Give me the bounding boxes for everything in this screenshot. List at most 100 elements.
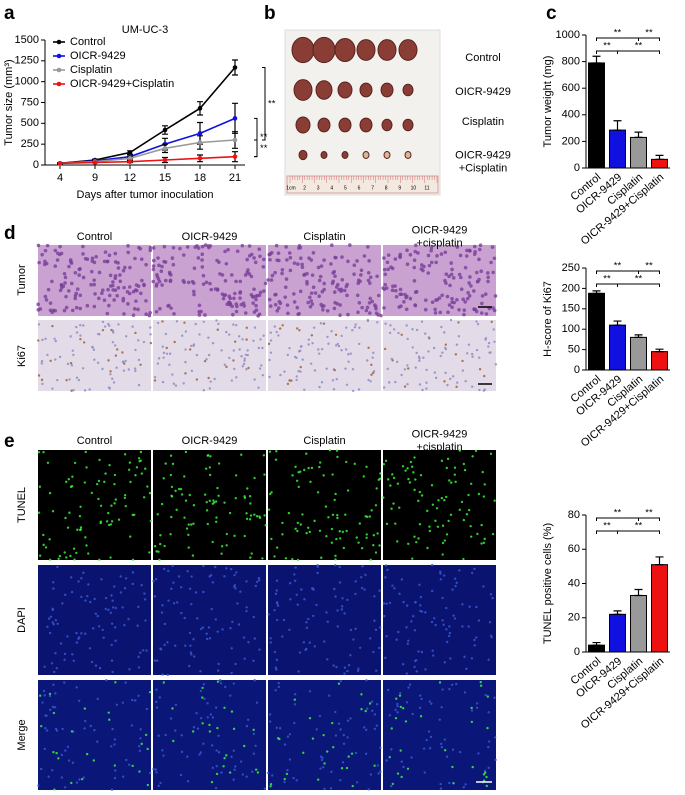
cell (413, 456, 416, 459)
cell (107, 253, 112, 258)
cell (479, 311, 484, 315)
legend-marker (56, 67, 62, 73)
error-bar (655, 154, 664, 160)
cell (375, 274, 379, 279)
cell (67, 477, 70, 481)
cell (410, 620, 413, 623)
cell (340, 349, 343, 352)
cell (327, 694, 331, 697)
cell (48, 538, 51, 541)
cell (217, 751, 221, 754)
cell (66, 362, 70, 366)
cell (320, 289, 325, 294)
cell (348, 243, 352, 247)
cell (207, 626, 211, 629)
cell (126, 244, 130, 248)
cell (134, 474, 137, 477)
cell (153, 659, 157, 662)
cell (245, 517, 249, 521)
cell (253, 679, 256, 682)
cell (188, 587, 192, 591)
cell (370, 299, 375, 304)
bar (651, 564, 668, 653)
cell (292, 261, 297, 265)
cell (164, 462, 167, 465)
cell (327, 516, 330, 519)
cell (337, 722, 341, 725)
cell (133, 256, 137, 261)
cell (69, 362, 73, 365)
cell (309, 480, 312, 484)
cell (467, 248, 472, 253)
significance-label: ** (603, 274, 611, 285)
cell (353, 462, 356, 466)
cell (358, 326, 361, 329)
cell (391, 782, 395, 786)
cell (340, 608, 344, 611)
cell (347, 663, 351, 667)
cell (334, 492, 337, 496)
cell (478, 388, 481, 392)
cell (134, 331, 137, 335)
cell (492, 328, 495, 331)
cell (235, 304, 239, 309)
cell (440, 745, 444, 749)
cell (53, 670, 56, 674)
ruler-label: 4 (330, 185, 333, 191)
cell (390, 727, 393, 730)
point (197, 106, 203, 111)
cell (336, 342, 340, 346)
cell (187, 533, 190, 537)
cell (68, 511, 71, 514)
cell (360, 707, 363, 711)
cell (299, 370, 302, 373)
cell (54, 358, 57, 361)
cell (93, 292, 97, 296)
cell (127, 291, 132, 296)
cell (325, 309, 330, 313)
cell (269, 637, 272, 640)
cell (321, 307, 325, 312)
cell (470, 571, 474, 575)
cell (392, 328, 396, 331)
significance-bracket (617, 50, 660, 54)
cell (114, 639, 117, 642)
cell (191, 730, 195, 733)
cell (234, 587, 237, 590)
cell (434, 519, 437, 523)
cell (210, 744, 214, 747)
y-tick-label: 150 (562, 303, 580, 315)
cell (334, 554, 337, 558)
cell (283, 780, 286, 784)
cell (113, 260, 118, 264)
cell (308, 530, 311, 534)
cell (222, 293, 226, 298)
error-bar (634, 334, 643, 338)
cell (179, 586, 183, 589)
cell (114, 606, 118, 610)
cell (378, 544, 381, 547)
cell (270, 273, 275, 278)
cell (43, 665, 46, 668)
cell (155, 771, 158, 774)
cell (389, 324, 392, 327)
point (232, 65, 238, 70)
cell (405, 672, 408, 675)
cell (352, 272, 356, 277)
cell (129, 480, 132, 484)
cell (488, 351, 491, 354)
cell (234, 279, 238, 284)
cell (245, 606, 248, 609)
cell (78, 514, 82, 518)
cell (175, 601, 179, 604)
cell (196, 256, 201, 260)
cell (288, 758, 292, 761)
cell (233, 534, 236, 538)
cell (308, 641, 311, 644)
cell (139, 728, 142, 731)
cell (373, 619, 376, 622)
cell (418, 357, 421, 360)
cell (154, 284, 159, 288)
cell (488, 621, 492, 624)
cell (385, 260, 390, 265)
